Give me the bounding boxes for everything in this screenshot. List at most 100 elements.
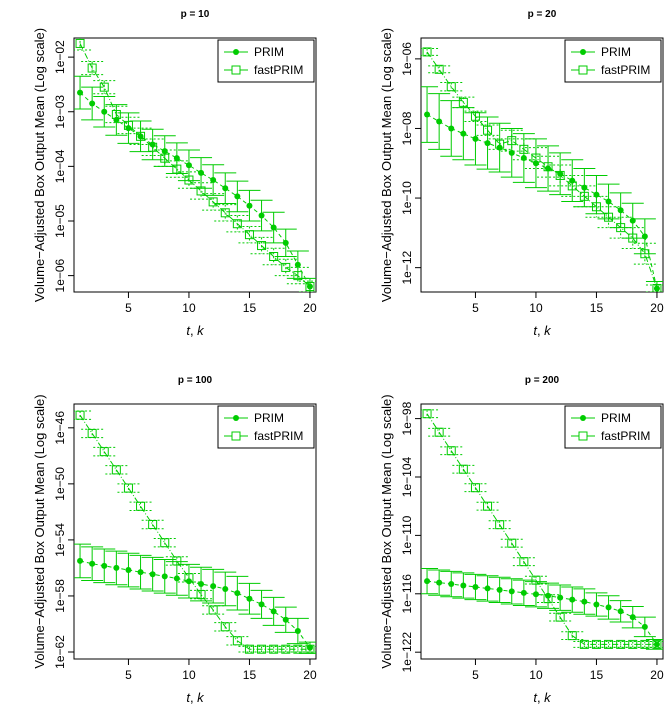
fastprim-errorbar bbox=[549, 164, 572, 187]
fastprim-point bbox=[208, 605, 218, 615]
legend-box bbox=[564, 405, 662, 449]
x-axis-separator: , bbox=[537, 690, 544, 705]
chart-title: p = 200 bbox=[525, 375, 560, 386]
fastprim-errorbar bbox=[464, 110, 487, 123]
fastprim-point bbox=[208, 197, 218, 207]
prim-point bbox=[436, 579, 443, 586]
fastprim-point bbox=[446, 446, 456, 456]
fastprim-errorbar bbox=[645, 284, 663, 292]
fastprim-errorbar bbox=[165, 160, 188, 178]
fastprim-errorbar bbox=[440, 82, 463, 92]
fastprim-point bbox=[616, 639, 626, 649]
fastprim-point bbox=[123, 483, 133, 493]
y-tick-label: 1e−104 bbox=[400, 456, 414, 497]
fastprim-point bbox=[519, 144, 529, 154]
fastprim-errorbar bbox=[561, 631, 584, 641]
fastprim-point bbox=[531, 575, 541, 585]
fastprim-point bbox=[470, 483, 480, 493]
y-tick-label: 1e−98 bbox=[400, 401, 414, 435]
fastprim-errorbar bbox=[74, 410, 92, 420]
prim-point bbox=[89, 560, 96, 567]
prim-point bbox=[617, 608, 624, 615]
fastprim-point bbox=[579, 191, 589, 201]
x-axis-label: t, k bbox=[533, 323, 552, 338]
prim-point bbox=[520, 589, 527, 596]
prim-point bbox=[605, 198, 612, 205]
fastprim-errorbar bbox=[537, 594, 560, 604]
fastprim-errorbar bbox=[153, 538, 176, 548]
fastprim-errorbar bbox=[117, 483, 140, 493]
y-tick-label: 1e−58 bbox=[53, 579, 67, 613]
y-axis-label: Volume−Adjusted Box Output Mean (Log sca… bbox=[32, 394, 47, 668]
chart-panel-4: p = 200 5 10 15 20 1e−98 1e−104 1e−110 1e−116 1e−… bbox=[379, 375, 664, 705]
prim-point bbox=[557, 594, 564, 601]
x-axis-var-t: t bbox=[186, 690, 191, 705]
chart-title: p = 100 bbox=[178, 375, 213, 386]
prim-point bbox=[460, 130, 467, 137]
plot-area bbox=[74, 38, 316, 292]
prim-series bbox=[74, 75, 316, 292]
fastprim-point bbox=[446, 82, 456, 92]
chart-panel-1: p = 10 5 10 15 20 1e−02 1e−03 1e−04 1e−05 1e−06 t,… bbox=[32, 9, 317, 338]
fastprim-point bbox=[458, 97, 468, 107]
fastprim-errorbar bbox=[464, 483, 487, 493]
prim-point bbox=[641, 623, 648, 630]
fastprim-errorbar bbox=[190, 182, 213, 200]
y-tick-label: 1e−12 bbox=[400, 250, 414, 284]
x-axis-label: t, k bbox=[186, 323, 205, 338]
legend-box bbox=[564, 39, 662, 83]
fastprim-errorbar bbox=[645, 640, 663, 648]
fastprim-errorbar bbox=[202, 605, 225, 615]
fastprim-errorbar bbox=[633, 242, 656, 265]
x-tick-label: 10 bbox=[182, 301, 196, 315]
fastprim-errorbar bbox=[153, 149, 176, 167]
prim-point bbox=[270, 608, 277, 615]
fastprim-point bbox=[244, 644, 254, 654]
chart-panel-2: p = 20 5 10 15 20 1e−06 1e−08 1e−10 1e−12 t, k Vol… bbox=[379, 9, 664, 338]
prim-point bbox=[198, 581, 205, 588]
legend-label: fastPRIM bbox=[254, 63, 303, 77]
fastprim-point bbox=[640, 249, 650, 259]
fastprim-errorbar bbox=[250, 236, 273, 255]
plot-area bbox=[421, 409, 663, 650]
fastprim-point bbox=[148, 142, 158, 152]
fastprim-errorbar bbox=[262, 645, 285, 653]
fastprim-point bbox=[160, 153, 170, 163]
x-axis-separator: , bbox=[190, 690, 197, 705]
x-axis-var-k: k bbox=[197, 323, 205, 338]
fastprim-errorbar bbox=[202, 193, 225, 211]
prim-point bbox=[210, 583, 217, 590]
fastprim-errorbar bbox=[524, 575, 547, 585]
x-tick-label: 15 bbox=[590, 668, 604, 682]
y-tick-label: 1e−62 bbox=[53, 635, 67, 669]
fastprim-point bbox=[196, 186, 206, 196]
fastprim-point bbox=[232, 636, 242, 646]
fastprim-point bbox=[470, 111, 480, 121]
fastprim-point bbox=[123, 120, 133, 130]
x-tick-label: 15 bbox=[243, 668, 257, 682]
fastprim-point bbox=[640, 639, 650, 649]
plot-frame bbox=[73, 37, 317, 293]
fastprim-point bbox=[220, 622, 230, 632]
fastprim-point bbox=[519, 557, 529, 567]
fastprim-errorbar bbox=[226, 636, 249, 646]
fastprim-point bbox=[160, 538, 170, 548]
prim-series bbox=[421, 86, 663, 292]
fastprim-errorbar bbox=[597, 640, 620, 648]
x-tick-label: 5 bbox=[125, 301, 132, 315]
prim-point bbox=[149, 571, 156, 578]
prim-series bbox=[74, 543, 316, 654]
prim-point bbox=[436, 118, 443, 125]
y-axis-label: Volume−Adjusted Box Output Mean (Log sca… bbox=[379, 394, 394, 668]
fastprim-point bbox=[507, 136, 517, 146]
fastprim-point bbox=[75, 410, 85, 420]
fastprim-errorbar bbox=[238, 225, 261, 244]
prim-point bbox=[101, 108, 108, 115]
fastprim-point bbox=[184, 573, 194, 583]
y-tick-label: 1e−116 bbox=[400, 574, 414, 614]
legend-fastprim-marker bbox=[578, 431, 588, 441]
fastprim-errorbar bbox=[537, 155, 560, 178]
fastprim-point bbox=[305, 282, 315, 292]
prim-point bbox=[234, 590, 241, 597]
